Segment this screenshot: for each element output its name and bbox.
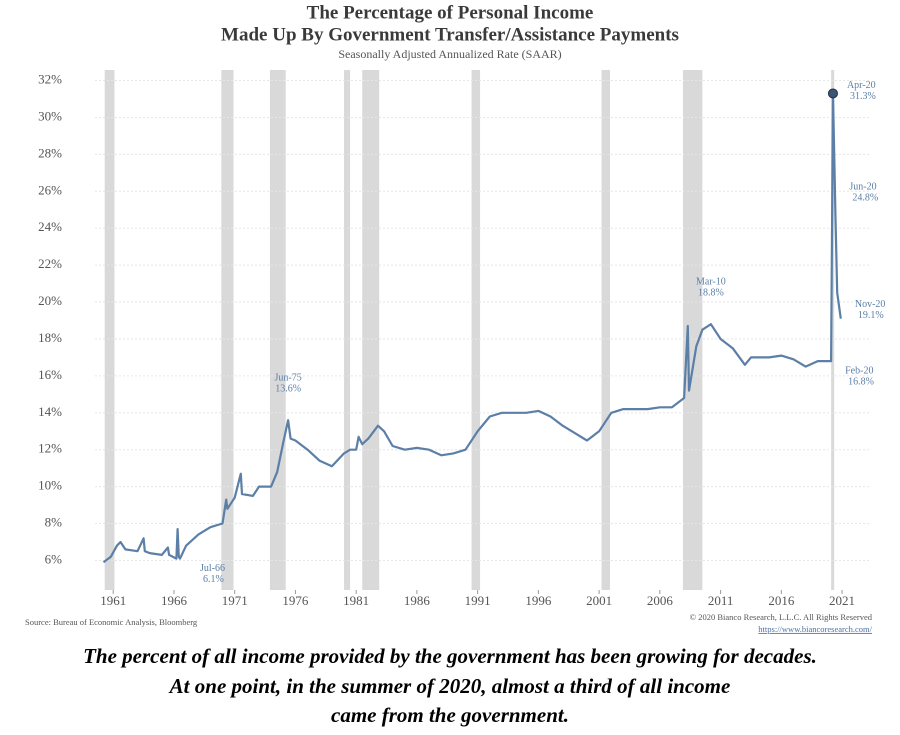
annotation-value: 13.6% — [275, 383, 301, 394]
annotation-label: Apr-20 — [847, 80, 876, 91]
line — [102, 92, 842, 564]
chart-title: Made Up By Government Transfer/Assistanc… — [221, 24, 679, 45]
url: https://www.biancoresearch.com/ — [758, 624, 872, 634]
x-tick-label: 2006 — [647, 593, 674, 608]
y-tick-label: 14% — [38, 404, 62, 419]
caption: came from the government. — [331, 703, 569, 727]
recession-band — [831, 70, 835, 590]
plot-area — [95, 70, 870, 590]
annotation-label: Mar-10 — [696, 276, 726, 287]
recession-band — [471, 70, 481, 590]
y-tick-label: 8% — [45, 515, 63, 530]
x-tick-label: 1971 — [222, 593, 248, 608]
x-tick-label: 2016 — [768, 593, 795, 608]
annotation-label: Nov-20 — [855, 299, 886, 310]
recession-band — [344, 70, 351, 590]
x-tick-label: 1981 — [343, 593, 369, 608]
x-tick-label: 1991 — [465, 593, 491, 608]
peak-marker — [827, 88, 838, 99]
x-tick-label: 2021 — [829, 593, 855, 608]
chart-subtitle: Seasonally Adjusted Annualized Rate (SAA… — [338, 47, 561, 61]
y-tick-label: 20% — [38, 293, 62, 308]
y-tick-label: 6% — [45, 551, 63, 566]
annotation-label: Feb-20 — [845, 365, 873, 376]
recession-band — [221, 70, 234, 590]
y-tick-label: 26% — [38, 182, 62, 197]
annotation-value: 18.8% — [698, 287, 724, 298]
y-tick-label: 18% — [38, 330, 62, 345]
caption: The percent of all income provided by th… — [83, 644, 817, 668]
recession-band — [682, 70, 703, 590]
x-tick-label: 1966 — [161, 593, 188, 608]
x-tick-label: 1996 — [525, 593, 552, 608]
x-tick-label: 1961 — [100, 593, 126, 608]
y-tick-label: 16% — [38, 367, 62, 382]
y-tick-label: 24% — [38, 219, 62, 234]
x-tick-label: 1976 — [282, 593, 309, 608]
chart-title: The Percentage of Personal Income — [307, 2, 594, 23]
y-tick-label: 12% — [38, 441, 62, 456]
annotation-value: 24.8% — [852, 193, 878, 204]
annotation-label: Jun-75 — [275, 372, 302, 383]
copyright: © 2020 Bianco Research, L.L.C. All Right… — [690, 612, 873, 622]
y-tick-label: 30% — [38, 108, 62, 123]
annotation-value: 16.8% — [848, 376, 874, 387]
caption: At one point, in the summer of 2020, alm… — [168, 674, 731, 698]
y-tick-label: 28% — [38, 145, 62, 160]
source: Source: Bureau of Economic Analysis, Blo… — [25, 617, 198, 627]
x-tick-label: 2001 — [586, 593, 612, 608]
y-tick-label: 22% — [38, 256, 62, 271]
y-tick-label: 32% — [38, 72, 62, 87]
annotation-value: 19.1% — [858, 310, 884, 321]
recession-band — [362, 70, 380, 590]
annotation-label: Jun-20 — [849, 182, 876, 193]
annotation-label: Jul-66 — [200, 563, 225, 574]
x-tick-label: 2011 — [708, 593, 734, 608]
recession-band — [269, 70, 286, 590]
recession-band — [601, 70, 611, 590]
x-tick-label: 1986 — [404, 593, 431, 608]
y-tick-label: 10% — [38, 478, 62, 493]
annotation-value: 6.1% — [203, 574, 224, 585]
annotation-value: 31.3% — [850, 91, 876, 102]
recession-band — [104, 70, 115, 590]
